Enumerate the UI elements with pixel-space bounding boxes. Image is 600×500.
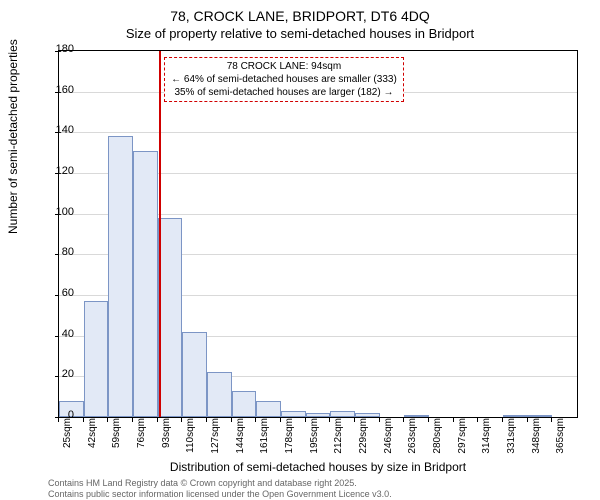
annotation-line: 78 CROCK LANE: 94sqm xyxy=(171,60,397,73)
histogram-bar xyxy=(281,411,306,417)
xtick-mark xyxy=(280,418,281,422)
histogram-bar xyxy=(330,411,355,417)
gridline xyxy=(59,132,577,133)
ytick-label: 20 xyxy=(34,368,74,380)
xtick-label: 212sqm xyxy=(333,418,344,458)
chart-title: 78, CROCK LANE, BRIDPORT, DT6 4DQ xyxy=(0,0,600,24)
xtick-label: 42sqm xyxy=(87,418,98,458)
histogram-bar xyxy=(355,413,380,417)
y-axis-label: Number of semi-detached properties xyxy=(6,39,20,234)
xtick-mark xyxy=(206,418,207,422)
xtick-mark xyxy=(502,418,503,422)
xtick-mark xyxy=(379,418,380,422)
xtick-mark xyxy=(83,418,84,422)
xtick-label: 246sqm xyxy=(383,418,394,458)
histogram-bar xyxy=(503,415,528,417)
xtick-label: 348sqm xyxy=(531,418,542,458)
xtick-label: 59sqm xyxy=(111,418,122,458)
histogram-bar xyxy=(528,415,553,417)
xtick-label: 280sqm xyxy=(432,418,443,458)
ytick-label: 160 xyxy=(34,84,74,96)
xtick-label: 314sqm xyxy=(481,418,492,458)
xtick-mark xyxy=(551,418,552,422)
histogram-bar xyxy=(232,391,257,417)
xtick-label: 76sqm xyxy=(136,418,147,458)
xtick-mark xyxy=(329,418,330,422)
histogram-bar xyxy=(133,151,158,417)
xtick-mark xyxy=(132,418,133,422)
xtick-label: 229sqm xyxy=(358,418,369,458)
xtick-mark xyxy=(255,418,256,422)
xtick-label: 178sqm xyxy=(284,418,295,458)
ytick-label: 180 xyxy=(34,43,74,55)
ytick-label: 80 xyxy=(34,246,74,258)
xtick-mark xyxy=(403,418,404,422)
footer: Contains HM Land Registry data © Crown c… xyxy=(48,478,392,500)
footer-line2: Contains public sector information licen… xyxy=(48,489,392,500)
xtick-mark xyxy=(453,418,454,422)
xtick-label: 161sqm xyxy=(259,418,270,458)
ytick-label: 120 xyxy=(34,165,74,177)
footer-line1: Contains HM Land Registry data © Crown c… xyxy=(48,478,392,489)
xtick-label: 144sqm xyxy=(235,418,246,458)
xtick-mark xyxy=(354,418,355,422)
ytick-label: 0 xyxy=(34,409,74,421)
xtick-mark xyxy=(527,418,528,422)
xtick-label: 365sqm xyxy=(555,418,566,458)
histogram-bar xyxy=(108,136,133,417)
xtick-mark xyxy=(428,418,429,422)
ytick-label: 60 xyxy=(34,287,74,299)
histogram-bar xyxy=(404,415,429,417)
histogram-bar xyxy=(182,332,207,417)
histogram-bar xyxy=(158,218,183,417)
x-axis-label: Distribution of semi-detached houses by … xyxy=(58,460,578,474)
ytick-label: 100 xyxy=(34,206,74,218)
xtick-mark xyxy=(107,418,108,422)
xtick-label: 263sqm xyxy=(407,418,418,458)
chart-subtitle: Size of property relative to semi-detach… xyxy=(0,26,600,41)
histogram-bar xyxy=(256,401,281,417)
ytick-label: 140 xyxy=(34,124,74,136)
xtick-mark xyxy=(477,418,478,422)
annotation-box: 78 CROCK LANE: 94sqm← 64% of semi-detach… xyxy=(164,57,404,102)
annotation-line: ← 64% of semi-detached houses are smalle… xyxy=(171,73,397,86)
histogram-bar xyxy=(84,301,109,417)
xtick-label: 195sqm xyxy=(309,418,320,458)
xtick-mark xyxy=(181,418,182,422)
histogram-bar xyxy=(207,372,232,417)
xtick-label: 25sqm xyxy=(62,418,73,458)
histogram-bar xyxy=(306,413,331,417)
xtick-mark xyxy=(305,418,306,422)
xtick-label: 110sqm xyxy=(185,418,196,458)
ytick-label: 40 xyxy=(34,328,74,340)
chart-container: 78, CROCK LANE, BRIDPORT, DT6 4DQ Size o… xyxy=(0,0,600,500)
xtick-mark xyxy=(157,418,158,422)
reference-line xyxy=(159,51,161,417)
xtick-label: 297sqm xyxy=(457,418,468,458)
annotation-line: 35% of semi-detached houses are larger (… xyxy=(171,86,397,99)
xtick-label: 127sqm xyxy=(210,418,221,458)
xtick-mark xyxy=(231,418,232,422)
plot-area: 78 CROCK LANE: 94sqm← 64% of semi-detach… xyxy=(58,50,578,418)
xtick-label: 93sqm xyxy=(161,418,172,458)
xtick-label: 331sqm xyxy=(506,418,517,458)
